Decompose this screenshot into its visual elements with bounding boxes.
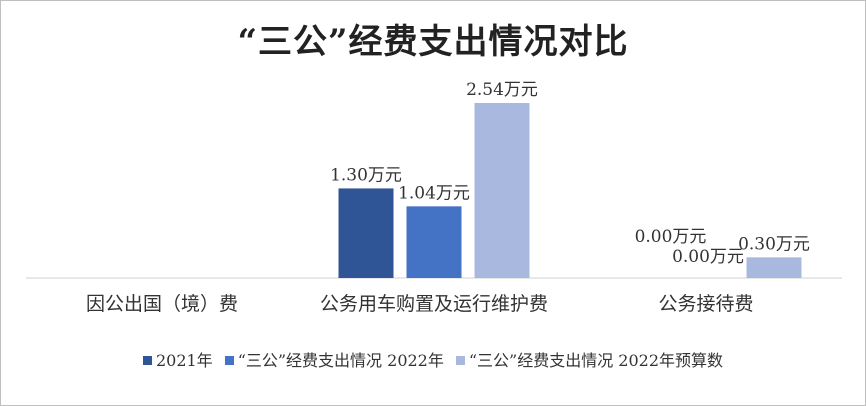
data-label: 1.04万元 xyxy=(398,183,470,203)
legend-item: “三公”经费支出情况 2022年 xyxy=(224,347,444,371)
data-label: 1.30万元 xyxy=(330,165,402,185)
bar xyxy=(746,257,802,278)
legend-label: “三公”经费支出情况 2022年预算数 xyxy=(468,351,724,370)
legend-swatch xyxy=(224,356,234,365)
x-tick-label: 公务接待费 xyxy=(658,293,753,315)
legend-swatch xyxy=(455,356,465,365)
data-label: 0.30万元 xyxy=(738,234,810,254)
data-label: 0.00万元 xyxy=(635,227,707,247)
data-label: 0.00万元 xyxy=(672,247,744,267)
x-tick-label: 因公出国（境）费 xyxy=(86,293,238,315)
bar xyxy=(338,188,394,278)
bar xyxy=(406,206,462,278)
legend-item: “三公”经费支出情况 2022年预算数 xyxy=(455,347,724,371)
legend-label: 2021年 xyxy=(155,351,213,370)
chart-title: “三公”经费支出情况对比 xyxy=(237,22,629,62)
legend-swatch xyxy=(142,356,152,365)
bar xyxy=(474,103,530,278)
chart-legend: 2021年 “三公”经费支出情况 2022年 “三公”经费支出情况 2022年预算数 xyxy=(0,347,866,371)
x-tick-label: 公务用车购置及运行维护费 xyxy=(320,293,548,315)
data-label: 2.54万元 xyxy=(466,80,538,100)
legend-item: 2021年 xyxy=(142,347,213,371)
legend-label: “三公”经费支出情况 2022年 xyxy=(237,351,444,370)
